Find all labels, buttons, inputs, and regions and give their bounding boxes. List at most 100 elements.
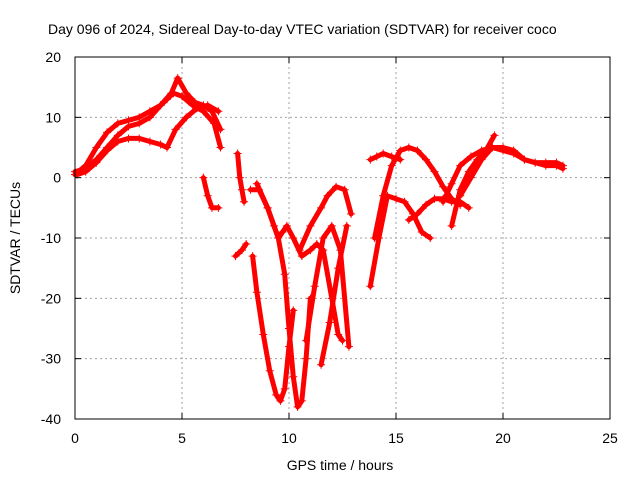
- data-point: [169, 89, 178, 98]
- series-5: [199, 173, 223, 212]
- x-tick-label: 10: [281, 430, 297, 446]
- data-point: [289, 234, 298, 242]
- data-point: [447, 179, 456, 188]
- data-point: [285, 324, 293, 333]
- data-point: [312, 240, 321, 249]
- data-point: [289, 306, 298, 315]
- data-point: [163, 143, 172, 152]
- data-point: [280, 384, 289, 393]
- series-13: [317, 221, 351, 369]
- data-point: [477, 146, 486, 155]
- data-point: [344, 342, 353, 351]
- data-point: [113, 137, 122, 146]
- data-point: [466, 152, 475, 161]
- series-14: [366, 191, 435, 291]
- data-point: [252, 179, 261, 188]
- data-point: [334, 330, 343, 339]
- x-axis-label: GPS time / hours: [287, 457, 394, 473]
- data-point: [430, 167, 439, 176]
- y-tick-label: 20: [45, 49, 61, 65]
- y-tick-label: -30: [41, 351, 61, 367]
- axis-ticks: 0 5 10 15 20 25 -40 -30 -20 -10 0 10 20: [41, 49, 618, 446]
- data-point: [156, 140, 165, 149]
- data-point: [325, 318, 334, 327]
- data-point: [203, 191, 212, 200]
- data-point: [252, 288, 261, 297]
- data-point: [103, 146, 112, 155]
- data-point: [214, 203, 223, 212]
- data-point: [276, 396, 285, 405]
- data-point: [263, 203, 272, 212]
- data-point: [332, 182, 341, 191]
- data-point: [235, 173, 244, 182]
- x-tick-label: 25: [602, 430, 618, 446]
- data-point: [248, 252, 257, 261]
- data-point: [477, 155, 486, 164]
- data-point: [274, 234, 283, 242]
- data-point: [272, 390, 281, 399]
- data-point: [163, 95, 172, 104]
- data-point: [447, 221, 456, 230]
- y-tick-label: 0: [53, 170, 61, 186]
- data-point: [447, 197, 456, 206]
- data-point: [541, 158, 550, 167]
- data-point: [302, 336, 311, 345]
- data-point: [124, 122, 133, 131]
- data-point: [145, 113, 154, 122]
- data-point: [280, 270, 289, 279]
- data-point: [558, 161, 567, 170]
- data-point: [310, 282, 319, 291]
- series-7: [231, 240, 251, 261]
- data-point: [178, 92, 186, 101]
- data-point: [421, 200, 430, 209]
- data-point: [113, 119, 122, 128]
- data-point: [370, 234, 379, 242]
- data-point: [92, 143, 101, 152]
- data-point: [242, 240, 251, 249]
- data-point: [413, 209, 422, 218]
- y-tick-label: -20: [41, 290, 61, 306]
- x-tick-label: 20: [495, 430, 511, 446]
- data-point: [199, 173, 208, 182]
- data-point: [464, 203, 473, 212]
- data-point: [156, 101, 165, 110]
- series-11: [302, 221, 353, 351]
- data-point: [531, 158, 540, 167]
- data-point: [297, 252, 306, 261]
- y-axis-label: SDTVAR / TECUs: [7, 182, 23, 294]
- data-point: [317, 360, 326, 369]
- data-point: [289, 372, 298, 381]
- chart-title: Day 096 of 2024, Sidereal Day-to-day VTE…: [48, 21, 557, 37]
- series-line: [74, 135, 170, 178]
- data-point: [259, 330, 268, 339]
- series-line: [235, 151, 247, 205]
- y-tick-label: -40: [41, 411, 61, 427]
- data-point: [192, 104, 201, 113]
- data-point: [379, 191, 388, 200]
- data-point: [379, 149, 388, 158]
- data-point: [439, 197, 448, 206]
- series-3: [73, 134, 172, 179]
- data-point: [237, 246, 246, 255]
- data-point: [302, 354, 311, 363]
- data-point: [387, 161, 396, 170]
- data-point: [246, 185, 255, 194]
- series-4: [163, 101, 223, 152]
- data-point: [265, 366, 274, 375]
- y-tick-label: -10: [41, 230, 61, 246]
- data-point: [240, 197, 249, 206]
- data-point: [488, 143, 497, 152]
- data-point: [81, 167, 90, 176]
- data-point: [210, 119, 219, 128]
- data-point: [413, 146, 422, 155]
- data-point: [366, 282, 375, 291]
- data-point: [552, 158, 561, 167]
- data-point: [173, 74, 182, 83]
- grid-lines: [75, 57, 610, 419]
- series-line: [318, 223, 350, 368]
- data-point: [426, 234, 435, 242]
- series-20: [439, 143, 567, 206]
- data-point: [404, 215, 413, 224]
